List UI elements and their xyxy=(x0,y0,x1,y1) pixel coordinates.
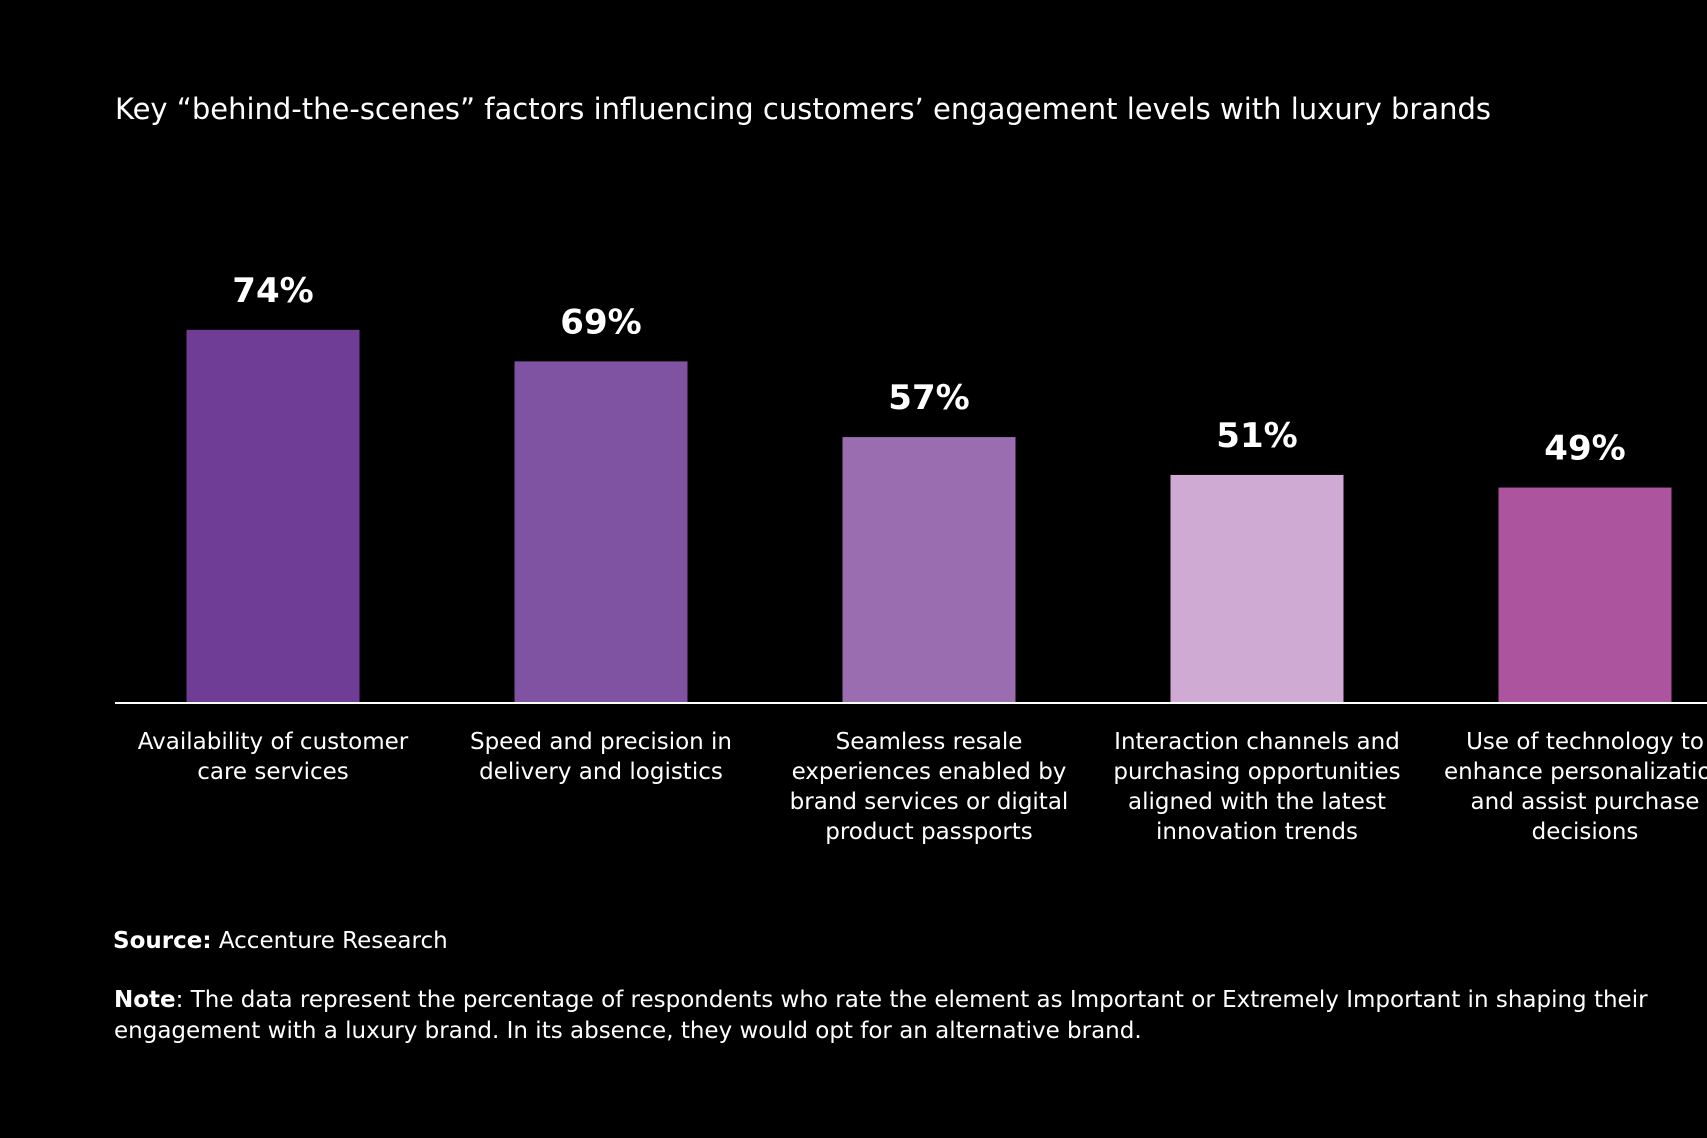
category-label: Seamless resale experiences enabled by b… xyxy=(789,729,1069,845)
value-label: 49% xyxy=(1544,429,1625,469)
bar xyxy=(514,361,688,702)
value-label: 51% xyxy=(1216,416,1297,456)
category-label: Speed and precision in delivery and logi… xyxy=(469,729,733,785)
value-label: 69% xyxy=(560,302,641,342)
category-label: Availability of customer care services xyxy=(137,729,409,785)
value-label: 74% xyxy=(232,271,313,311)
chart-title: Key “behind-the-scenes” factors influenc… xyxy=(115,92,1492,126)
note: Note: The data represent the percentage … xyxy=(114,985,1707,1047)
note-label: Note xyxy=(114,987,176,1013)
bar xyxy=(1498,487,1672,702)
category-label: Use of technology to enhance personaliza… xyxy=(1443,729,1707,845)
source-label: Source: xyxy=(113,928,212,954)
bar xyxy=(1170,474,1344,702)
note-text: : The data represent the percentage of r… xyxy=(114,987,1648,1044)
value-label: 57% xyxy=(888,378,969,418)
category-label: Interaction channels and purchasing oppo… xyxy=(1113,729,1401,845)
source-text: Accenture Research xyxy=(218,928,448,954)
source: Source: Accenture Research xyxy=(113,928,448,954)
bar xyxy=(842,437,1016,702)
bar xyxy=(186,329,360,702)
